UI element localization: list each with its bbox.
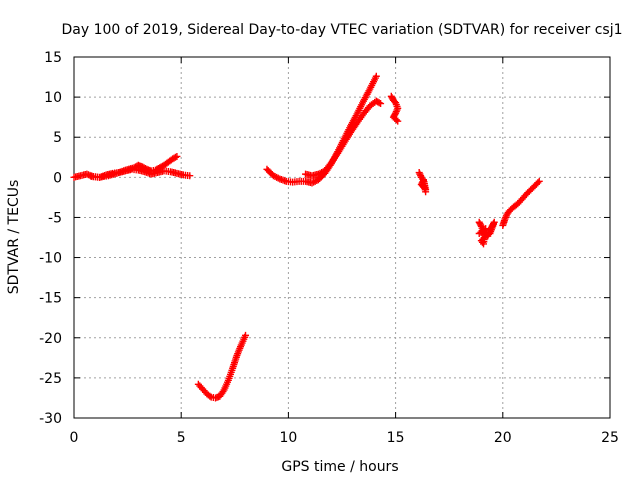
series-arc-3: [194, 331, 250, 402]
data-point: [274, 174, 282, 182]
data-point: [535, 177, 543, 185]
x-tick-label: 10: [279, 430, 297, 446]
series-arc-9: [484, 218, 498, 240]
data-point: [375, 99, 383, 107]
x-axis-label: GPS time / hours: [281, 459, 398, 475]
series-arc-7: [415, 169, 430, 196]
data-point: [173, 152, 181, 160]
data-point: [271, 173, 279, 181]
data-point: [377, 100, 385, 108]
data-point: [186, 172, 194, 180]
series-arc-10: [499, 177, 543, 229]
data-point: [534, 179, 542, 187]
data-point: [273, 173, 281, 181]
x-tick-label: 15: [387, 430, 405, 446]
data-point: [372, 72, 380, 80]
data-point: [486, 229, 494, 237]
data-point: [392, 116, 400, 124]
data-point: [475, 229, 483, 237]
y-tick-label: 0: [53, 170, 62, 186]
y-tick-label: 5: [53, 130, 62, 146]
x-tick-label: 25: [601, 430, 619, 446]
data-point: [393, 106, 401, 114]
x-tick-label: 0: [70, 430, 79, 446]
data-point: [242, 331, 250, 339]
x-tick-label: 5: [177, 430, 186, 446]
data-point: [308, 179, 316, 187]
y-tick-label: -30: [39, 411, 62, 427]
series-arc-8: [475, 218, 490, 248]
plot-frame: [73, 56, 611, 419]
data-point: [219, 388, 227, 396]
axis-ticks: 0 5 10 15 20 25 -30 -25 -20 -15 -10 -5 0 5 10 15: [39, 50, 619, 446]
y-tick-label: 10: [44, 90, 62, 106]
chart-title: Day 100 of 2019, Sidereal Day-to-day VTE…: [61, 22, 622, 38]
data-point: [314, 170, 322, 178]
x-tick-label: 20: [494, 430, 512, 446]
data-point: [269, 172, 277, 180]
y-tick-label: 15: [44, 50, 62, 66]
data-point: [311, 177, 319, 185]
y-tick-label: -20: [39, 331, 62, 347]
data-point: [310, 178, 318, 186]
data-point: [394, 104, 402, 112]
data-point: [501, 215, 509, 223]
data-point: [394, 117, 402, 125]
y-tick-label: -10: [39, 251, 62, 267]
data-point: [318, 169, 326, 177]
series-arc-5: [302, 97, 385, 180]
series-arc-2: [87, 152, 181, 181]
y-axis-label: SDTVAR / TECUs: [6, 180, 22, 295]
series-arc-6: [387, 92, 402, 125]
data-points: [70, 72, 543, 402]
data-point: [316, 169, 324, 177]
data-point: [477, 221, 485, 229]
data-point: [422, 188, 430, 196]
y-tick-label: -15: [39, 291, 62, 307]
data-point: [416, 170, 424, 178]
data-point: [415, 169, 423, 177]
y-tick-label: -5: [48, 210, 62, 226]
data-point: [502, 213, 510, 221]
data-point: [206, 392, 214, 400]
data-point: [477, 228, 485, 236]
data-point: [171, 153, 179, 161]
y-tick-label: -25: [39, 371, 62, 387]
